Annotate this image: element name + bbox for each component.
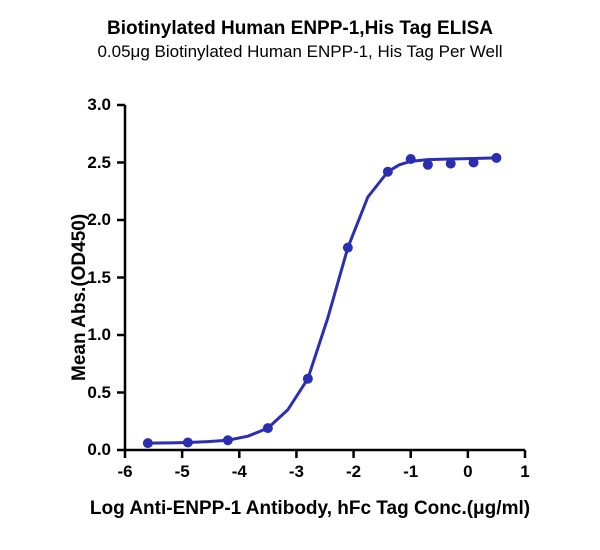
plot-svg: [0, 0, 600, 550]
